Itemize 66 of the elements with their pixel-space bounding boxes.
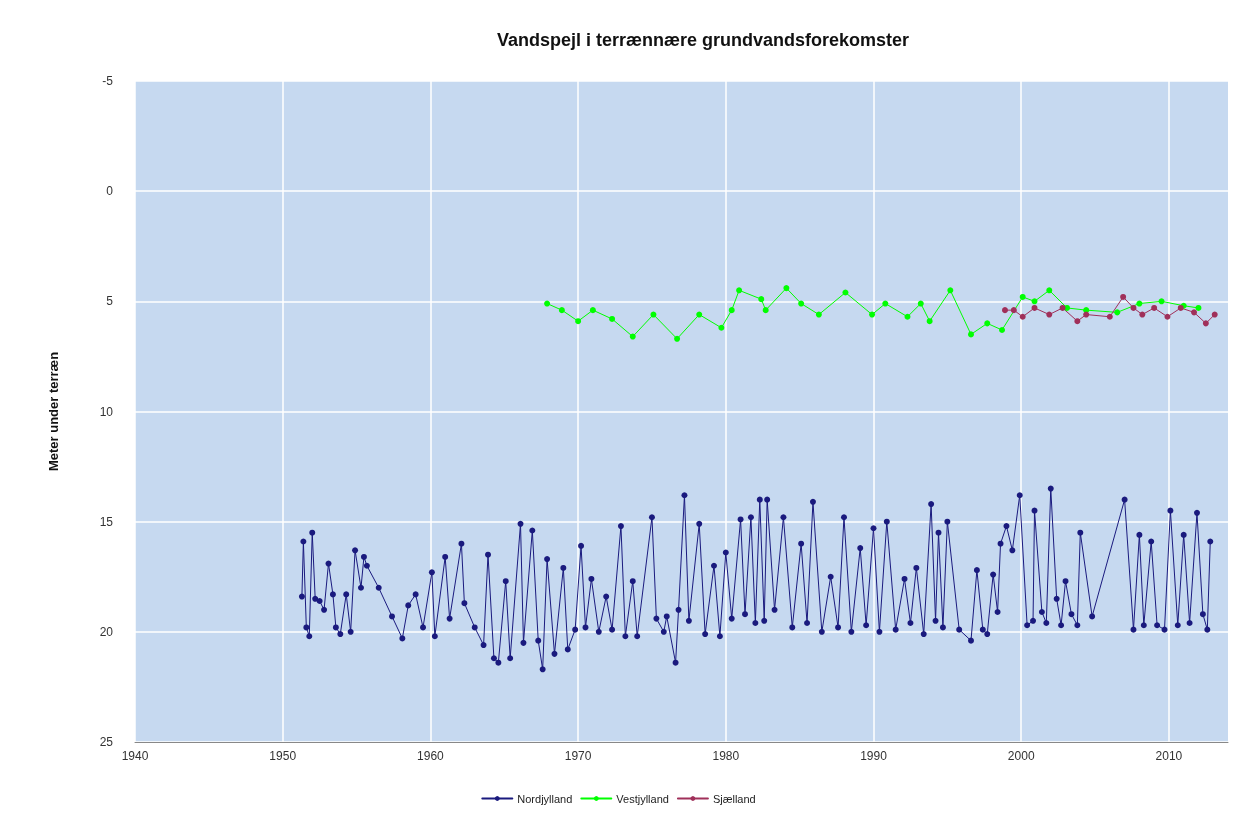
point bbox=[1195, 304, 1202, 311]
point bbox=[842, 289, 849, 296]
point bbox=[728, 307, 735, 314]
point bbox=[1106, 313, 1113, 320]
x-tick-label: 2010 bbox=[1155, 749, 1183, 763]
point bbox=[869, 311, 876, 318]
point bbox=[1136, 300, 1143, 307]
point bbox=[917, 300, 924, 307]
point bbox=[1019, 313, 1026, 320]
point bbox=[984, 320, 991, 327]
x-tick-label: 1980 bbox=[712, 749, 740, 763]
y-tick-label: 0 bbox=[106, 184, 114, 199]
x-tick-label: 1960 bbox=[417, 749, 445, 763]
point bbox=[762, 307, 769, 314]
y-axis-title: Meter under terræn bbox=[46, 351, 61, 472]
legend-label: Vestjylland bbox=[616, 792, 669, 805]
x-tick-label: 1940 bbox=[121, 749, 149, 763]
legend-label: Sjælland bbox=[712, 792, 756, 805]
point bbox=[904, 313, 911, 320]
point bbox=[1010, 307, 1017, 314]
point bbox=[1120, 293, 1127, 300]
x-tick-label: 1990 bbox=[860, 749, 888, 763]
point bbox=[696, 311, 703, 318]
point bbox=[1031, 304, 1038, 311]
y-tick-label: 5 bbox=[106, 294, 114, 309]
point bbox=[609, 315, 616, 322]
point bbox=[1074, 318, 1081, 325]
point bbox=[1083, 311, 1090, 318]
x-tick-label: 1970 bbox=[564, 749, 592, 763]
point bbox=[1151, 304, 1158, 311]
point bbox=[1046, 287, 1053, 294]
point bbox=[650, 311, 657, 318]
point bbox=[815, 311, 822, 318]
point bbox=[544, 300, 551, 307]
point bbox=[999, 326, 1006, 333]
point bbox=[1114, 309, 1121, 316]
point bbox=[798, 300, 805, 307]
point bbox=[947, 287, 954, 294]
point bbox=[1202, 320, 1209, 327]
y-tick-label: -5 bbox=[102, 74, 114, 88]
y-tick-label: 10 bbox=[99, 404, 114, 419]
point bbox=[589, 307, 596, 314]
point bbox=[783, 285, 790, 292]
point bbox=[1064, 304, 1070, 311]
point bbox=[1164, 313, 1171, 320]
point bbox=[758, 296, 765, 303]
point bbox=[1191, 309, 1198, 316]
point bbox=[926, 318, 933, 325]
point bbox=[718, 324, 725, 331]
y-tick-label: 25 bbox=[99, 735, 114, 749]
x-tick-label: 2000 bbox=[1007, 749, 1035, 763]
point bbox=[1019, 293, 1026, 300]
legend-label: Nordjylland bbox=[517, 792, 573, 805]
point bbox=[736, 287, 743, 294]
point bbox=[1059, 304, 1066, 311]
y-tick-label: 15 bbox=[99, 514, 114, 529]
point bbox=[674, 335, 681, 342]
point bbox=[1001, 307, 1008, 314]
point bbox=[968, 331, 974, 338]
x-tick-label: 1950 bbox=[269, 749, 297, 763]
y-tick-label: 20 bbox=[99, 624, 114, 639]
point bbox=[558, 307, 565, 314]
chart-title: Vandspejl i terrænnære grundvandsforekomster bbox=[496, 30, 910, 50]
point bbox=[1130, 304, 1137, 311]
point bbox=[629, 333, 636, 340]
point bbox=[575, 318, 582, 325]
